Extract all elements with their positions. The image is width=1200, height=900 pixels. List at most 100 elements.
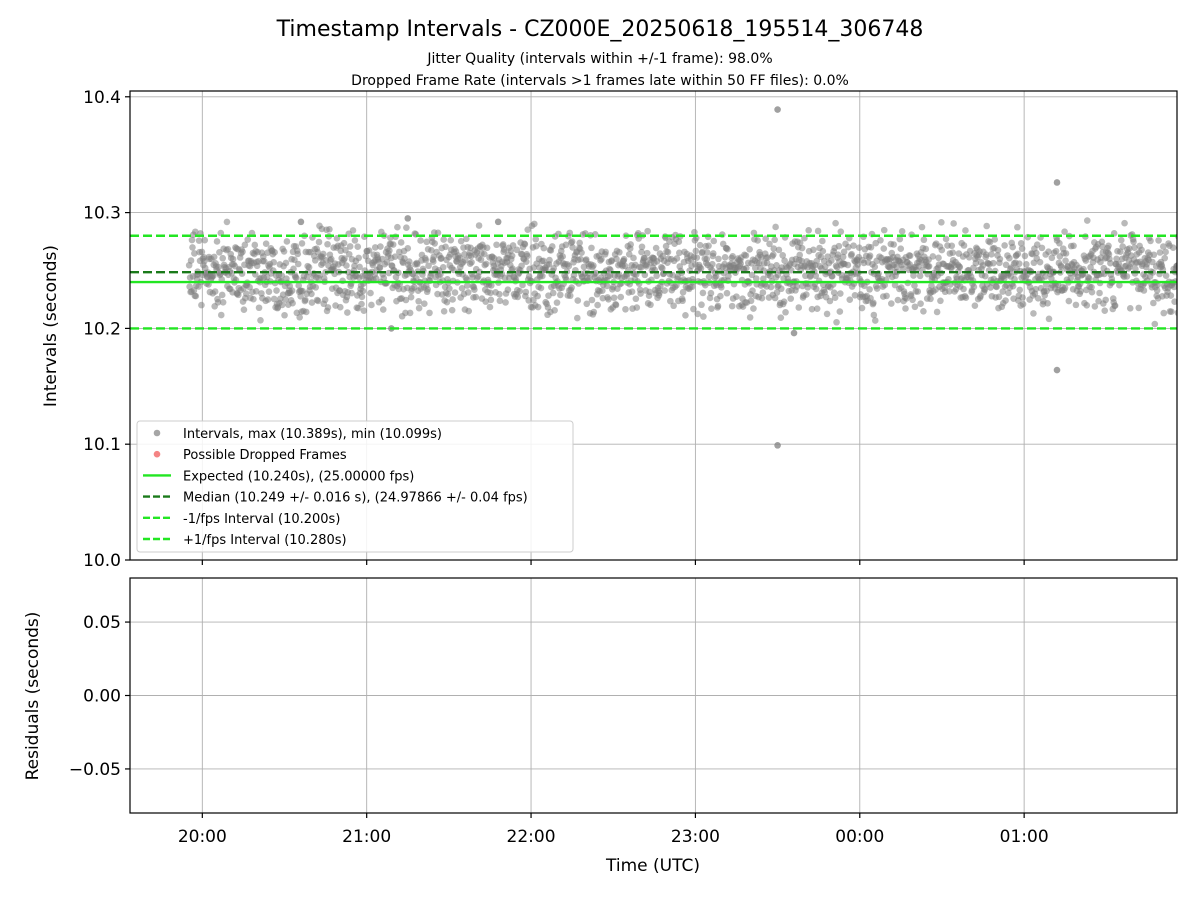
data-point xyxy=(918,223,926,231)
data-point xyxy=(314,297,322,305)
data-point xyxy=(282,296,289,303)
data-point xyxy=(796,239,804,247)
data-point xyxy=(1062,257,1069,264)
data-point xyxy=(1167,292,1175,299)
data-point xyxy=(950,220,957,227)
data-point xyxy=(1011,275,1018,283)
data-point xyxy=(1088,288,1096,296)
data-point xyxy=(896,235,904,243)
data-point xyxy=(356,263,363,271)
data-point xyxy=(858,304,866,312)
data-point xyxy=(540,244,548,252)
data-point xyxy=(444,290,452,298)
data-point xyxy=(833,318,840,326)
data-point xyxy=(250,295,257,303)
data-point xyxy=(759,289,767,296)
data-point xyxy=(1096,289,1103,297)
data-point xyxy=(440,307,448,315)
data-point xyxy=(1107,259,1114,267)
data-point xyxy=(376,264,384,272)
data-point xyxy=(698,301,705,309)
data-point xyxy=(777,314,785,321)
data-point xyxy=(837,228,845,235)
data-point xyxy=(1038,244,1046,252)
data-point xyxy=(795,304,803,311)
data-point xyxy=(664,248,672,256)
data-point xyxy=(518,262,525,270)
data-point xyxy=(1113,255,1120,263)
data-point xyxy=(294,260,302,268)
data-point xyxy=(252,288,260,295)
data-point xyxy=(1088,283,1095,291)
data-point xyxy=(808,305,816,313)
data-point xyxy=(344,309,351,316)
data-point xyxy=(855,244,863,251)
data-point xyxy=(488,282,495,289)
data-point xyxy=(938,219,945,226)
data-point xyxy=(880,226,888,234)
data-point xyxy=(262,240,270,247)
data-point xyxy=(890,241,897,248)
data-point xyxy=(324,304,332,311)
data-point xyxy=(906,252,914,260)
data-point xyxy=(835,242,843,250)
data-point xyxy=(870,299,877,307)
data-point xyxy=(590,308,598,316)
x-tick-label: 20:00 xyxy=(178,827,227,847)
data-point xyxy=(494,218,502,226)
data-point xyxy=(1001,242,1008,249)
data-point xyxy=(774,106,781,113)
x-tick-label: 22:00 xyxy=(507,827,556,847)
data-point xyxy=(929,253,937,260)
data-point xyxy=(509,242,517,249)
data-point xyxy=(937,297,944,305)
data-point xyxy=(534,303,542,311)
data-point xyxy=(700,313,707,320)
data-point xyxy=(404,245,412,252)
data-point xyxy=(724,245,731,253)
data-point xyxy=(628,288,636,295)
data-point xyxy=(270,258,277,266)
data-point xyxy=(574,314,581,322)
data-point xyxy=(990,259,997,267)
data-point xyxy=(472,293,480,301)
data-point xyxy=(308,299,316,306)
data-point xyxy=(981,272,989,280)
data-point xyxy=(1151,320,1159,328)
data-point xyxy=(819,237,826,245)
data-point xyxy=(351,237,359,244)
data-point xyxy=(602,248,609,256)
data-point xyxy=(424,286,431,293)
data-point xyxy=(280,248,288,255)
data-point xyxy=(1014,223,1021,231)
data-point xyxy=(1053,366,1061,374)
data-point xyxy=(1149,258,1156,266)
data-point xyxy=(283,238,291,245)
data-point xyxy=(281,311,288,319)
data-point xyxy=(557,291,564,299)
data-point xyxy=(502,299,509,306)
data-point xyxy=(434,229,442,237)
data-point xyxy=(662,242,670,250)
data-point xyxy=(675,238,683,246)
data-point xyxy=(539,272,546,280)
data-point xyxy=(1135,304,1143,312)
data-point xyxy=(1169,244,1177,251)
data-point xyxy=(442,243,449,251)
legend-marker xyxy=(153,450,161,458)
data-point xyxy=(1034,294,1042,302)
data-point xyxy=(583,300,591,308)
legend-box xyxy=(136,420,574,553)
y-tick-label: 0.00 xyxy=(83,687,121,707)
data-point xyxy=(1117,236,1125,244)
data-point xyxy=(948,242,956,250)
data-point xyxy=(371,244,379,251)
data-point xyxy=(599,287,606,294)
data-point xyxy=(728,302,736,310)
data-point xyxy=(449,296,456,303)
data-point xyxy=(1153,287,1161,294)
data-point xyxy=(1147,237,1154,245)
data-point xyxy=(812,285,820,293)
data-point xyxy=(1160,309,1168,317)
data-point xyxy=(195,237,203,244)
